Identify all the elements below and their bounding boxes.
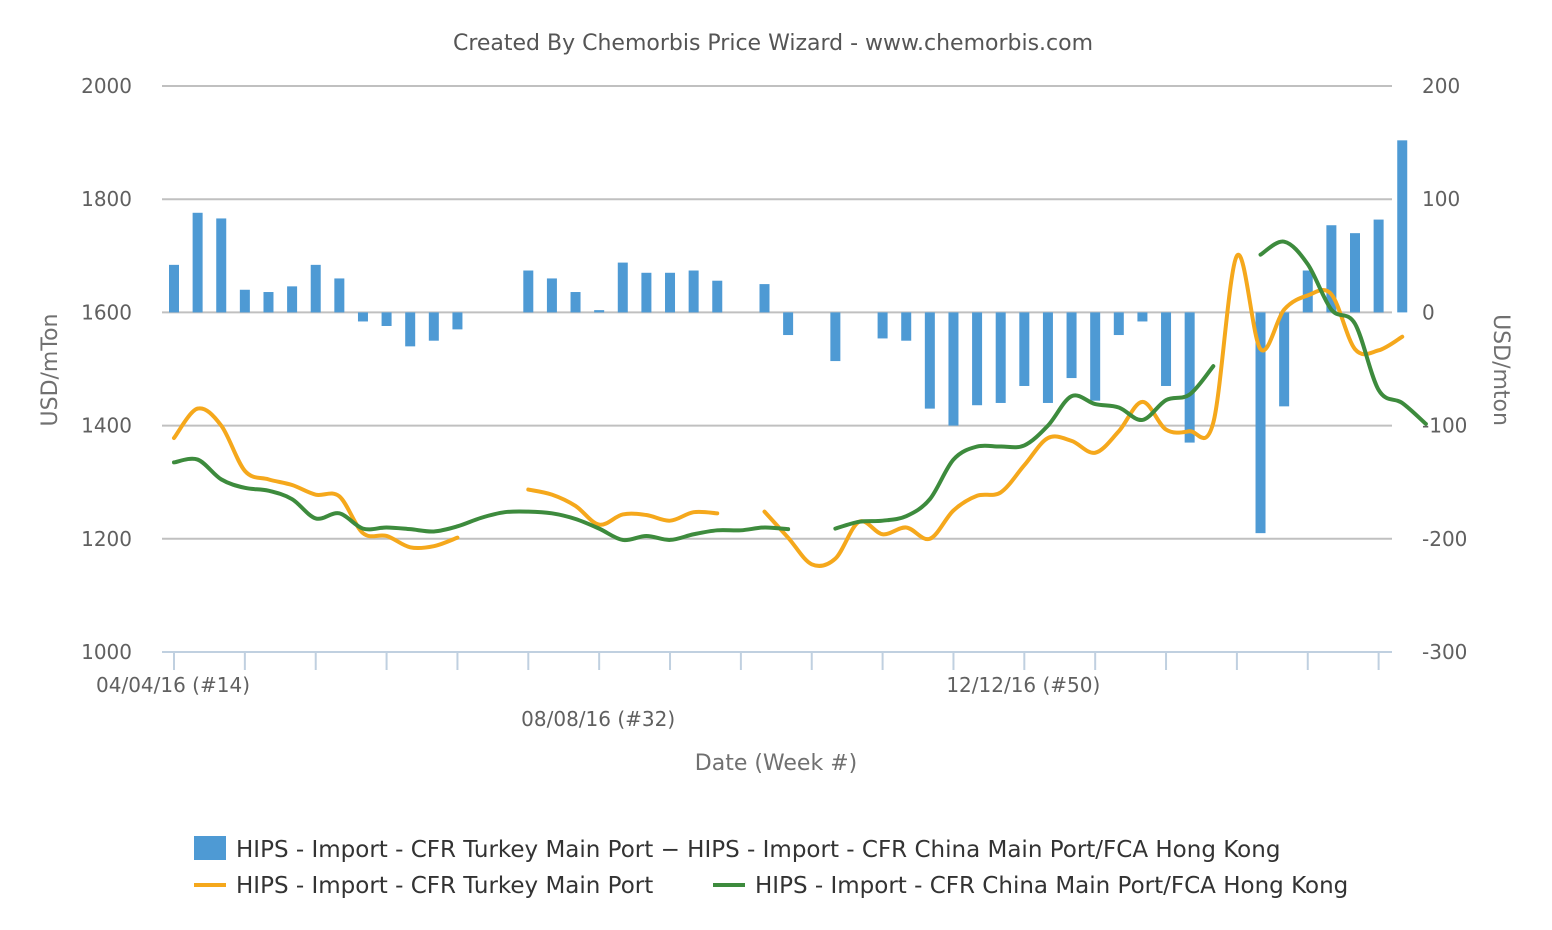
bar [1255, 312, 1266, 534]
y-axis-left: 2000 1800 1600 1400 1200 1000 [81, 74, 132, 664]
legend: HIPS - Import - CFR Turkey Main Port − H… [194, 836, 1348, 899]
bar [972, 312, 983, 406]
bar [641, 272, 652, 313]
y-tick-label-right: 200 [1422, 74, 1460, 98]
x-tick-label: 04/04/16 (#14) [96, 673, 250, 697]
legend-item-turkey[interactable]: HIPS - Import - CFR Turkey Main Port [194, 873, 653, 899]
bar [901, 312, 912, 341]
bar [688, 270, 699, 313]
turkey-price-line [172, 406, 460, 551]
bar [877, 312, 888, 339]
bar [1161, 312, 1172, 386]
bar [759, 284, 770, 313]
x-tick-label: 08/08/16 (#32) [521, 707, 675, 731]
bar [924, 312, 935, 409]
chart-title: Created By Chemorbis Price Wizard - www.… [453, 31, 1093, 56]
y-tick-label-right: 100 [1422, 187, 1460, 211]
bar [830, 312, 841, 362]
bar [287, 286, 298, 313]
y-tick-label-right: -300 [1422, 640, 1467, 664]
bar [381, 312, 392, 326]
bar [948, 312, 959, 426]
y-tick-label-left: 1800 [81, 187, 132, 211]
bar [665, 272, 676, 313]
turkey-price-line [762, 252, 1405, 568]
x-axis: 04/04/16 (#14) 08/08/16 (#32) 12/12/16 (#5… [96, 651, 1392, 731]
y-tick-label-left: 2000 [81, 74, 132, 98]
y-axis-right: 200 100 0 -100 -200 -300 [1422, 74, 1467, 664]
bar [357, 312, 368, 322]
legend-bar-swatch [194, 836, 226, 860]
bar [1397, 140, 1408, 313]
legend-item-bar[interactable]: HIPS - Import - CFR Turkey Main Port − H… [194, 836, 1280, 863]
bar [712, 280, 723, 313]
bar [995, 312, 1006, 403]
bar [546, 278, 557, 313]
bar [1066, 312, 1077, 379]
bar [1373, 219, 1384, 313]
china-price-line [172, 456, 791, 543]
bar [263, 292, 274, 313]
bar [617, 262, 628, 313]
gridlines [162, 85, 1392, 540]
bar [169, 264, 179, 313]
x-axis-title: Date (Week #) [695, 751, 857, 776]
bar [428, 312, 439, 341]
bar [1350, 233, 1360, 313]
bar [192, 212, 203, 313]
bar [1090, 312, 1101, 401]
legend-bar-label: HIPS - Import - CFR Turkey Main Port − H… [236, 837, 1280, 863]
y-tick-label-left: 1600 [81, 300, 132, 324]
bar [452, 312, 463, 330]
bar [1042, 312, 1053, 403]
bar [310, 264, 321, 313]
x-tick-label: 12/12/16 (#50) [946, 673, 1100, 697]
y-tick-label-left: 1200 [81, 527, 132, 551]
bar [1326, 225, 1337, 313]
y-tick-label-right: 0 [1422, 300, 1435, 324]
bar [1279, 312, 1290, 407]
bar [216, 218, 227, 313]
china-price-line [1258, 239, 1428, 426]
bar [1302, 270, 1313, 313]
y-tick-label-right: -200 [1422, 527, 1467, 551]
legend-china-label: HIPS - Import - CFR China Main Port/FCA … [755, 873, 1348, 899]
y-axis-right-title: USD/mton [1488, 314, 1513, 426]
y-tick-label-left: 1000 [81, 640, 132, 664]
china-price-line [833, 364, 1216, 531]
legend-turkey-label: HIPS - Import - CFR Turkey Main Port [236, 873, 653, 899]
bar [1137, 312, 1148, 322]
bar [523, 270, 534, 313]
y-axis-left-title: USD/mTon [38, 314, 63, 427]
legend-item-china[interactable]: HIPS - Import - CFR China Main Port/FCA … [713, 873, 1348, 899]
bar [334, 278, 345, 313]
bar [1113, 312, 1124, 336]
turkey-price-line [526, 487, 720, 527]
bar [1184, 312, 1195, 443]
bar-series [169, 140, 1408, 534]
bar [239, 289, 250, 313]
bar [1019, 312, 1030, 386]
y-tick-label-right: -100 [1422, 414, 1467, 438]
bar [570, 292, 581, 313]
bar [783, 312, 794, 336]
bar [594, 310, 605, 313]
bar [405, 312, 416, 347]
line-series [172, 239, 1428, 568]
y-tick-label-left: 1400 [81, 414, 132, 438]
